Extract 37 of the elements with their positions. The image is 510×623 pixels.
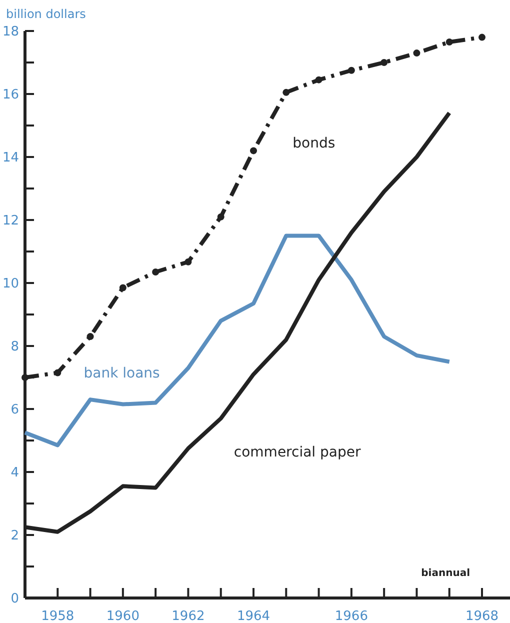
y-tick-label: 6 [10, 402, 19, 418]
point [315, 76, 322, 84]
line-series [23, 234, 452, 448]
x-tick-label: 1968 [465, 609, 499, 623]
point [86, 333, 94, 340]
point [184, 258, 192, 266]
y-tick-label: 16 [2, 88, 19, 103]
y-tick-label: 8 [10, 340, 19, 355]
series-label: commercial paper [234, 444, 361, 460]
x-tick-label: 1964 [236, 609, 270, 623]
y-tick-label: 18 [2, 24, 19, 40]
x-tick-label: 1960 [106, 609, 140, 623]
point [282, 88, 290, 96]
annotation: biannual [421, 568, 470, 579]
point [217, 213, 224, 220]
y-tick-label: 14 [2, 150, 19, 166]
x-tick-label: 1962 [172, 609, 205, 623]
point [119, 284, 126, 292]
point [250, 147, 257, 154]
y-tick-label: 4 [10, 466, 19, 481]
point [22, 374, 28, 381]
y-tick-label: 12 [2, 214, 19, 229]
point [152, 268, 160, 276]
y-tick-label: 2 [10, 528, 19, 544]
x-tick-label: 1958 [41, 609, 74, 623]
point [348, 66, 355, 74]
y-axis-title: billion dollars [6, 7, 86, 21]
y-tick-label: 0 [10, 592, 19, 607]
point [54, 369, 62, 376]
point [446, 38, 453, 46]
series-label: bank loans [84, 366, 160, 382]
point [478, 34, 486, 41]
series-label: bonds [292, 136, 336, 152]
y-tick-label: 10 [2, 276, 19, 292]
point [380, 59, 388, 66]
point [413, 50, 420, 57]
x-tick-label: 1966 [334, 609, 368, 623]
